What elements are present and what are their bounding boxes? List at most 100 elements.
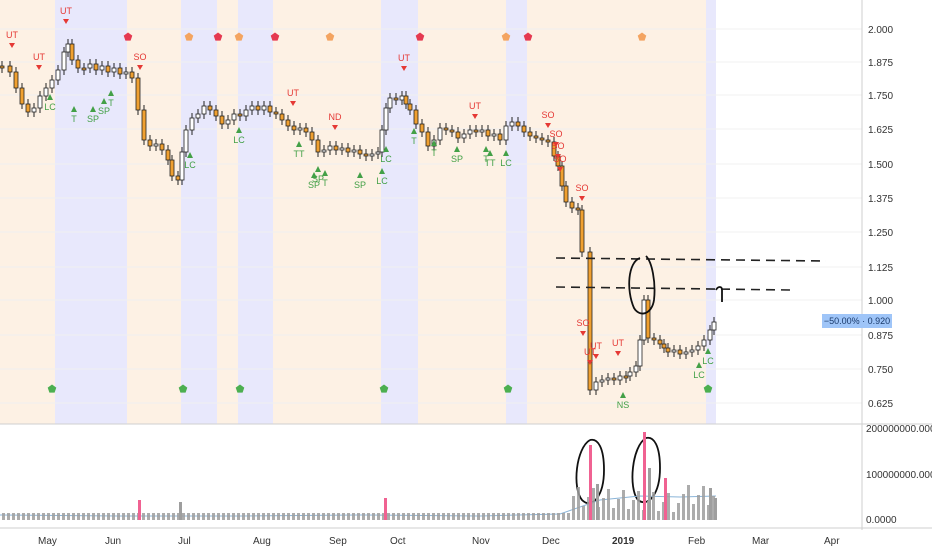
triangle-down-icon (472, 114, 478, 119)
triangle-down-icon (555, 154, 561, 159)
volume-bar (212, 513, 215, 520)
volume-bar (42, 513, 45, 520)
signal-marker-ut: UT (584, 347, 596, 365)
triangle-down-icon (587, 360, 593, 365)
volume-bar (217, 513, 220, 520)
signal-label: SP (98, 106, 110, 116)
price-label: 1.500 (868, 160, 893, 171)
candle-body (509, 121, 515, 127)
candlestick-series[interactable] (0, 39, 717, 395)
volume-axis[interactable]: 200000000.0000 100000000.0000 0.0000 (866, 424, 932, 526)
volume-bar (262, 513, 265, 520)
pentagon-icon (415, 32, 425, 41)
candle-body (333, 145, 339, 151)
volume-spike (664, 478, 667, 520)
candle-body (363, 153, 369, 157)
signal-label: LC (693, 370, 705, 380)
volume-bar (142, 513, 145, 520)
time-label: May (38, 536, 57, 547)
volume-bar (602, 498, 605, 520)
volume-bar (312, 513, 315, 520)
signal-label: LC (380, 154, 392, 164)
price-label: 1.000 (868, 296, 893, 307)
triangle-up-icon (379, 168, 385, 174)
signal-marker-so: SO (541, 110, 555, 128)
triangle-up-icon (411, 128, 417, 134)
candle-body (297, 127, 303, 131)
volume-bar (17, 513, 20, 520)
volume-bar (377, 513, 380, 520)
volume-bar (287, 513, 290, 520)
volume-bar (87, 513, 90, 520)
candle-body (521, 125, 527, 133)
candle-body (309, 131, 315, 141)
candle-body (661, 343, 667, 349)
candle-body (579, 209, 585, 253)
volume-bar (547, 513, 550, 520)
candle-body (485, 129, 491, 137)
candle-body (225, 119, 231, 125)
volume-bar (562, 513, 565, 520)
candle-body (605, 377, 611, 381)
triangle-up-icon (47, 94, 53, 100)
volume-spike (709, 488, 712, 520)
volume-bar (192, 513, 195, 520)
signal-label: TT (294, 149, 305, 159)
volume-bar (437, 513, 440, 520)
candle-body (37, 95, 43, 109)
current-price-tag: −50.00% · 0.920 (822, 314, 892, 328)
session-band (127, 0, 181, 424)
candle-body (231, 113, 237, 121)
pentagon-icon (325, 32, 335, 41)
triangle-up-icon (705, 348, 711, 354)
candle-body (641, 299, 647, 341)
time-label: Nov (472, 536, 490, 547)
candle-body (31, 107, 37, 113)
candle-body (599, 379, 605, 383)
candle-body (65, 43, 71, 53)
time-axis[interactable]: May Jun Jul Aug Sep Oct Nov Dec 2019 Feb… (38, 536, 840, 547)
candle-body (183, 129, 189, 153)
session-band (527, 0, 706, 424)
signal-marker-so: SO (576, 318, 590, 336)
volume-bar (302, 513, 305, 520)
candle-body (189, 117, 195, 131)
volume-spike (643, 432, 646, 520)
candle-body (357, 149, 363, 155)
time-label: Apr (824, 536, 840, 547)
volume-bar (2, 513, 5, 520)
pentagon-icon (47, 384, 57, 393)
volume-bar (122, 513, 125, 520)
candle-body (455, 131, 461, 139)
volume-bar (617, 499, 620, 520)
volume-bar (297, 513, 300, 520)
candle-body (19, 87, 25, 105)
volume-bar (687, 485, 690, 520)
volume-bar (247, 513, 250, 520)
candle-body (61, 51, 67, 71)
signal-marker-ns: NS (617, 392, 629, 410)
volume-bar (82, 513, 85, 520)
volume-bar (197, 513, 200, 520)
volume-bar (632, 500, 635, 520)
volume-bar (422, 513, 425, 520)
volume-bar (512, 513, 515, 520)
price-label: 1.625 (868, 125, 893, 136)
triangle-down-icon (137, 65, 143, 70)
signal-marker-t: T (483, 146, 489, 164)
price-label: 1.875 (868, 58, 893, 69)
volume-bar (202, 513, 205, 520)
volume-bar (317, 513, 320, 520)
time-label: Jun (105, 536, 121, 547)
signal-marker-ut: UT (33, 52, 45, 70)
volume-bar (697, 495, 700, 520)
session-bands (0, 0, 716, 424)
price-axis[interactable]: 2.000 1.875 1.750 1.625 1.500 1.375 1.25… (868, 25, 893, 410)
triangle-up-icon (187, 152, 193, 158)
candle-body (569, 201, 575, 209)
volume-bar (107, 513, 110, 520)
signal-marker-sp: SP (312, 166, 324, 184)
volume-series[interactable] (0, 432, 717, 520)
triangle-up-icon (315, 166, 321, 172)
